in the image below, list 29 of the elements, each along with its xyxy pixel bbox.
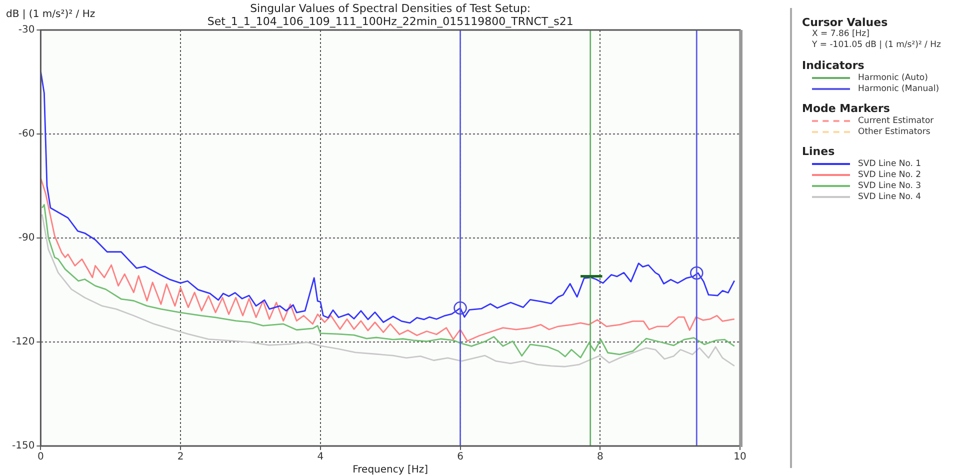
- text: Mode Markers: [802, 102, 891, 115]
- x-tick-label: 6: [457, 452, 464, 463]
- x-tick-label: 4: [317, 452, 324, 463]
- x-tick-label: 0: [38, 452, 44, 463]
- chart-title: Singular Values of Spectral Densities of Test Setup:: [250, 2, 531, 15]
- legend-label: SVD Line No. 1: [858, 158, 922, 168]
- legend-label: Current Estimator: [858, 116, 934, 126]
- x-tick-label: 10: [734, 452, 746, 463]
- legend-label: Other Estimators: [858, 126, 930, 136]
- y-tick-label: -150: [12, 440, 35, 452]
- y-tick-label: -60: [18, 128, 35, 140]
- text: X = 7.86 [Hz]: [811, 29, 870, 40]
- legend-label: SVD Line No. 2: [858, 170, 922, 180]
- legend-label: SVD Line No. 3: [858, 180, 922, 190]
- text: Lines: [802, 145, 836, 158]
- chart-subtitle: Set_1_1_104_106_109_111_100Hz_22min_015119800_TRNCT_s21: [207, 15, 574, 28]
- y-tick-label: -120: [12, 336, 35, 348]
- legend-label: SVD Line No. 4: [858, 192, 922, 202]
- y-tick-label: -90: [18, 232, 35, 244]
- legend-label: Harmonic (Auto): [858, 72, 928, 82]
- legend-label: Harmonic (Manual): [858, 84, 940, 94]
- text: Indicators: [802, 59, 866, 72]
- x-tick-label: 2: [177, 452, 184, 463]
- y-tick-label: -30: [18, 24, 35, 36]
- x-tick-label: 8: [596, 452, 604, 463]
- text: Y = -101.05 dB | (1 m/s²)² / Hz: [811, 40, 942, 51]
- text: Cursor Values: [802, 16, 889, 29]
- x-axis-title: Frequency [Hz]: [352, 464, 428, 476]
- y-axis-title: dB | (1 m/s²)² / Hz: [6, 9, 96, 20]
